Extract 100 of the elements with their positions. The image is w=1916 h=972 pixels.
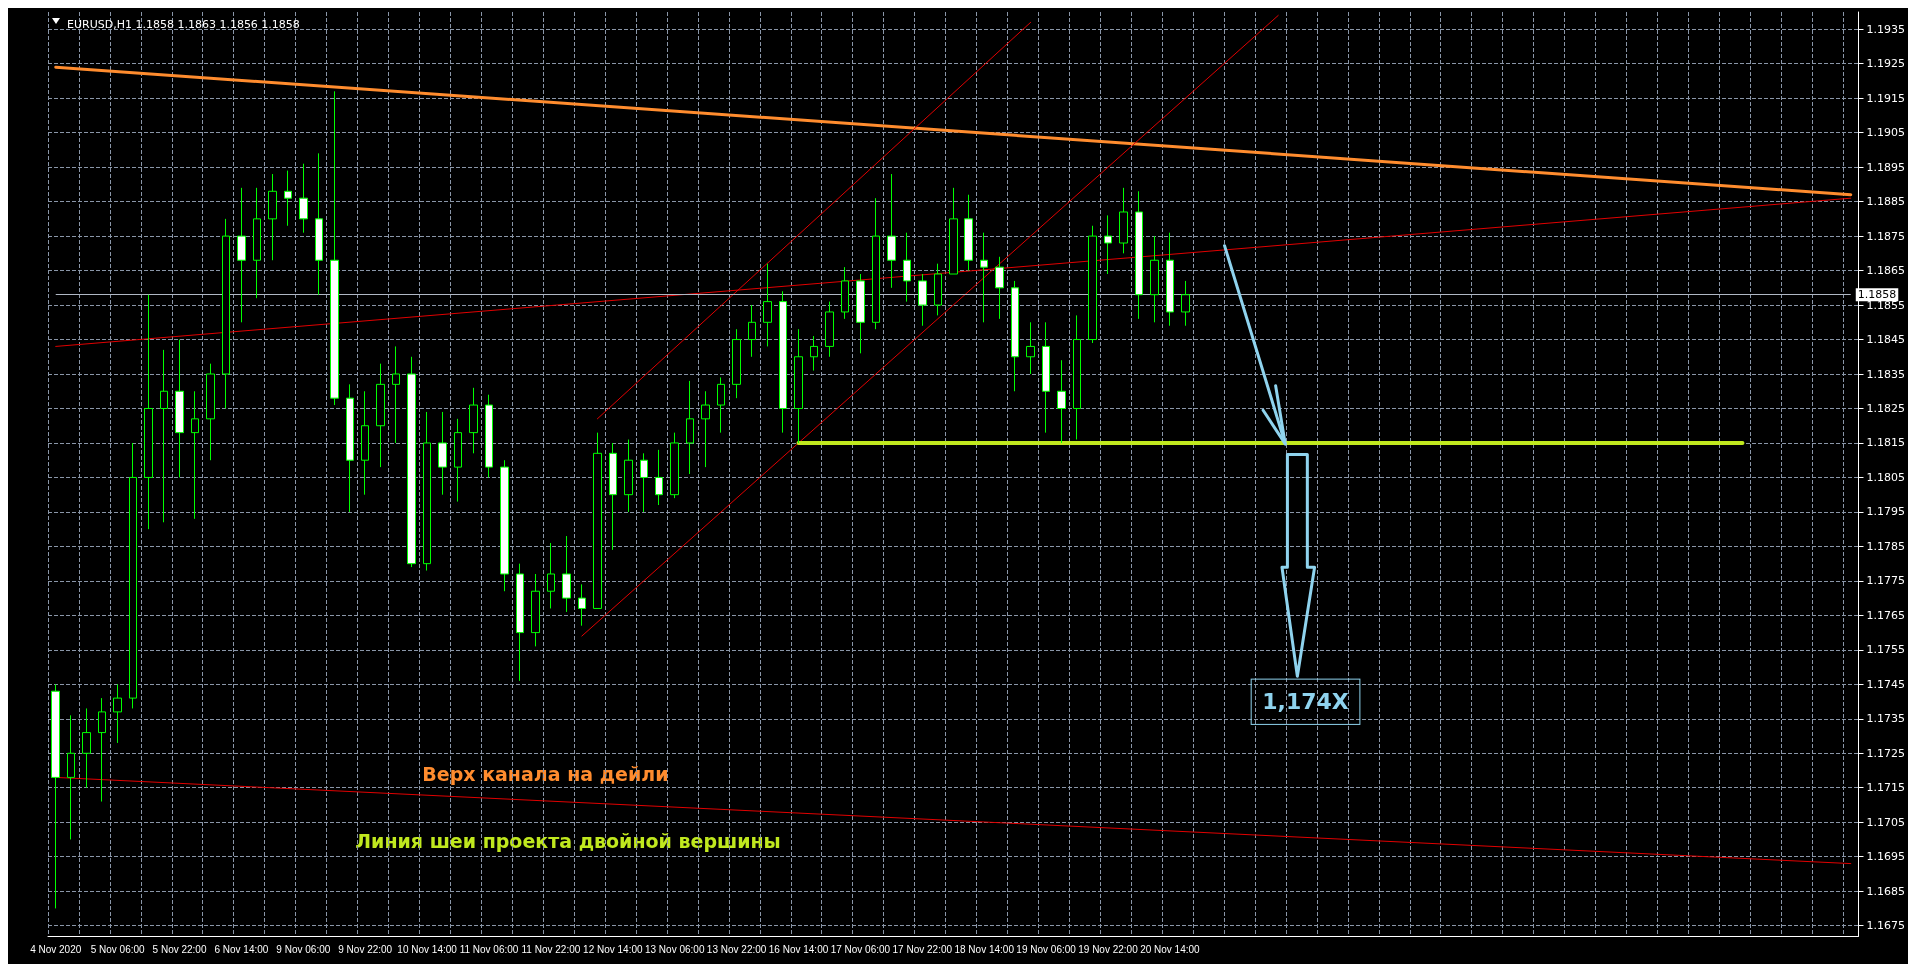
candlestick: [1057, 359, 1066, 444]
candlestick: [856, 273, 865, 354]
candlestick: [268, 173, 277, 261]
candlestick: [531, 573, 540, 647]
candlestick: [222, 218, 230, 409]
candlestick: [407, 356, 416, 568]
y-tick-label: 1.1835: [1866, 367, 1906, 381]
candlestick: [701, 390, 710, 468]
candlestick: [160, 349, 168, 523]
candlestick: [485, 394, 493, 478]
candlestick: [547, 542, 555, 609]
candlestick: [500, 459, 509, 592]
candlestick: [872, 197, 880, 330]
candlestick: [330, 90, 339, 406]
candlestick: [949, 187, 958, 275]
y-tick-label: 1.1775: [1866, 574, 1906, 588]
x-tick-label: 18 Nov 14:00: [954, 943, 1015, 955]
candlestick: [825, 301, 834, 358]
y-tick-label: 1.1935: [1866, 22, 1906, 36]
candlestick: [1104, 214, 1112, 275]
candlestick: [67, 714, 75, 840]
y-tick-label: 1.1925: [1866, 57, 1906, 71]
candlestick: [1135, 190, 1143, 320]
candlestick: [1166, 232, 1174, 327]
candlestick: [562, 535, 571, 613]
candlestick: [253, 187, 261, 299]
candlestick: [1073, 314, 1081, 441]
candlestick: [1150, 235, 1159, 323]
x-tick-label: 4 Nov 2020: [30, 943, 82, 955]
candlestick: [98, 697, 106, 803]
y-tick-label: 1.1825: [1866, 401, 1906, 415]
y-tick-label: 1.1695: [1866, 850, 1906, 864]
y-tick-label: 1.1725: [1866, 746, 1906, 760]
candlestick: [423, 411, 431, 572]
annotation: Верх канала на дейли: [422, 763, 669, 786]
candlestick: [113, 683, 122, 744]
y-tick-label: 1.1895: [1866, 160, 1906, 174]
candlestick: [841, 266, 849, 320]
y-tick-label: 1.1805: [1866, 470, 1906, 484]
y-tick-label: 1.1705: [1866, 815, 1906, 829]
candlestick: [980, 232, 988, 323]
y-tick-label: 1.1905: [1866, 126, 1906, 140]
y-tick-label: 1.1885: [1866, 195, 1906, 209]
candlestick: [1119, 187, 1128, 254]
candlestick: [392, 345, 400, 444]
y-tick-label: 1.1675: [1866, 919, 1906, 933]
candlestick: [887, 173, 896, 289]
candlestick: [918, 273, 927, 327]
candlestick: [578, 583, 586, 627]
x-tick-label: 13 Nov 22:00: [706, 943, 767, 955]
candlestick: [609, 442, 617, 551]
y-tick-label: 1.1735: [1866, 712, 1906, 726]
candlestick: [748, 304, 756, 358]
y-tick-label: 1.1875: [1866, 229, 1906, 243]
candlestick: [779, 290, 787, 434]
candlestick: [624, 439, 633, 513]
candlestick: [299, 163, 308, 234]
candlestick: [376, 363, 385, 468]
candlestick: [51, 683, 60, 909]
y-tick-label: 1.1755: [1866, 643, 1906, 657]
y-tick-label: 1.1795: [1866, 505, 1906, 519]
candlestick: [732, 328, 741, 399]
x-tick-label: 11 Nov 06:00: [459, 943, 519, 955]
candlestick: [175, 339, 184, 478]
candlestick: [903, 232, 911, 303]
candlestick: [361, 390, 369, 496]
x-tick-label: 20 Nov 14:00: [1140, 943, 1201, 955]
y-tick-label: 1.1915: [1866, 91, 1906, 105]
candlestick: [191, 390, 199, 520]
candlestick: [670, 432, 679, 499]
candlestick: [284, 170, 292, 227]
candlestick: [82, 707, 91, 789]
x-tick-label: 17 Nov 06:00: [830, 943, 891, 955]
x-tick-label: 5 Nov 22:00: [152, 943, 207, 955]
x-tick-label: 11 Nov 22:00: [521, 943, 581, 955]
y-tick-label: 1.1845: [1866, 333, 1906, 347]
candlestick: [1181, 280, 1190, 327]
text: EURUSD,H1 1.1858 1.1863 1.1856 1.1858: [67, 18, 300, 31]
candlestick: [593, 432, 602, 609]
candlestick: [144, 294, 153, 530]
y-tick-label: 1.1685: [1866, 884, 1906, 898]
candlestick: [1088, 225, 1097, 344]
candlestick: [206, 363, 215, 461]
candlestick: [1026, 321, 1035, 375]
x-tick-label: 5 Nov 06:00: [90, 943, 146, 955]
candlestick: [810, 335, 818, 372]
candlestick: [454, 418, 462, 503]
x-tick-label: 12 Nov 14:00: [583, 943, 643, 955]
x-tick-label: 9 Nov 06:00: [276, 943, 331, 955]
y-tick-label: 1.1765: [1866, 608, 1906, 622]
x-tick-label: 13 Nov 06:00: [644, 943, 705, 955]
candlestick: [1042, 321, 1050, 434]
annotation: Линия шеи проекта двойной вершины: [355, 829, 781, 852]
candlestick: [640, 452, 648, 513]
x-tick-label: 9 Nov 22:00: [338, 943, 393, 955]
candlestick: [763, 263, 772, 347]
candlestick: [655, 449, 663, 506]
y-tick-label: 1.1785: [1866, 539, 1906, 553]
candlestick: [686, 380, 694, 475]
candlestick: [794, 328, 803, 444]
